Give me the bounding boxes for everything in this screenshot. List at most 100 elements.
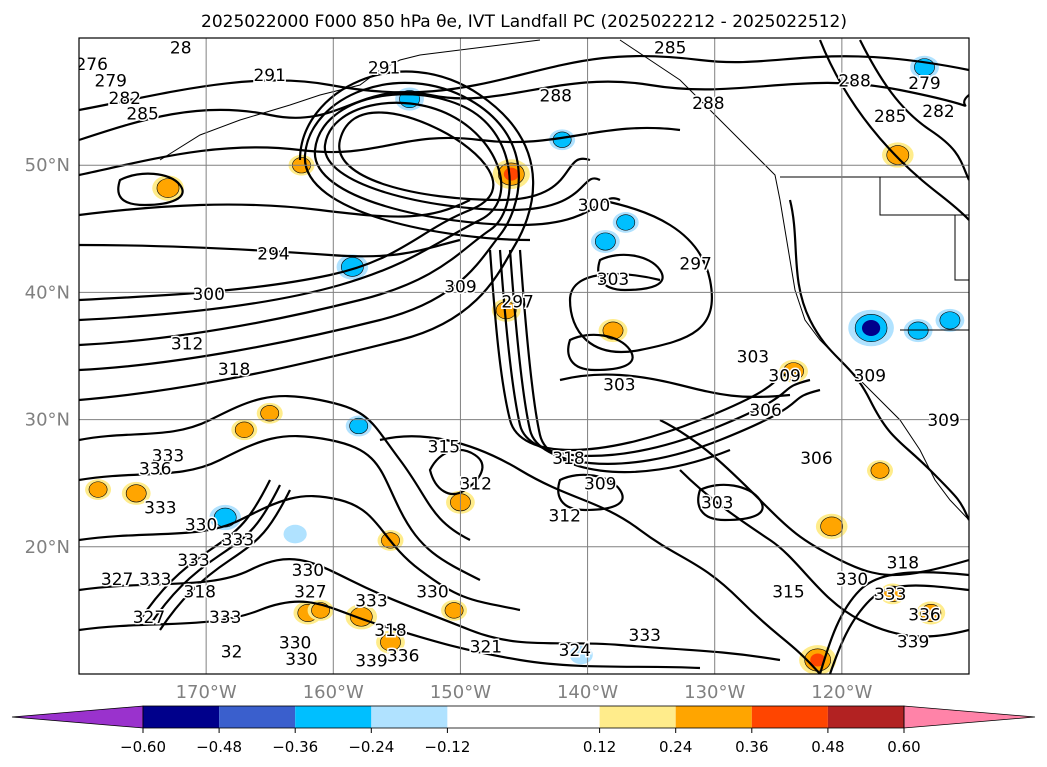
ivt-pc-shading	[125, 484, 147, 503]
ivt-pc-shading	[870, 462, 890, 479]
ivt-pc-shading	[156, 178, 180, 198]
lat-tick-label: 30°N	[25, 410, 70, 431]
contour-label: 285	[126, 104, 158, 124]
ivt-pc-shading	[920, 604, 942, 622]
contour-label: 312	[459, 475, 491, 495]
contour-line	[117, 172, 184, 207]
contour-label: 330	[416, 583, 448, 603]
colorbar-tick-label: −0.36	[272, 738, 318, 756]
contour-label: 309	[768, 366, 800, 386]
contour-label: 306	[749, 401, 781, 421]
lon-tick-label: 130°W	[684, 682, 745, 703]
contour-label: 285	[874, 107, 906, 127]
contour-line	[79, 494, 521, 612]
contour-line	[79, 126, 681, 177]
contour-label: 294	[257, 244, 289, 264]
chart-title: 2025022000 F000 850 hPa θe, IVT Landfall…	[201, 12, 847, 32]
contour-label: 306	[800, 449, 832, 469]
contour-label: 336	[387, 646, 419, 666]
colorbar-tick-label: 0.60	[887, 738, 920, 756]
contour-label: 333	[629, 626, 661, 646]
contour-label: 28	[170, 38, 192, 58]
ivt-pc-core-shading	[810, 653, 826, 667]
border	[879, 177, 969, 216]
colorbar-bin	[599, 706, 676, 728]
contour-label: 309	[854, 366, 886, 386]
lat-tick-label: 20°N	[25, 537, 70, 558]
contour-label: 285	[654, 38, 686, 58]
contour-label: 318	[887, 553, 919, 573]
colorbar-extend-min	[11, 705, 144, 729]
ivt-pc-shading	[886, 145, 910, 165]
contour-label: 276	[75, 55, 107, 75]
contour-label: 32	[221, 642, 243, 662]
contour-label: 279	[95, 71, 127, 91]
contour-label: 333	[222, 531, 254, 551]
contour-label: 309	[584, 475, 616, 495]
contour-label: 291	[253, 66, 285, 86]
contour-label: 330	[279, 634, 311, 654]
contour-label: 300	[192, 285, 224, 305]
coastline	[619, 39, 969, 521]
contour-label: 303	[603, 375, 635, 395]
contour-label: 282	[922, 102, 954, 122]
contour-label: 315	[428, 438, 460, 458]
contour-label: 327	[294, 583, 326, 603]
colorbar-bin	[827, 706, 904, 728]
contour-line	[818, 571, 969, 674]
contour-line	[79, 54, 969, 112]
contour-label: 303	[701, 494, 733, 514]
contour-line	[79, 600, 701, 670]
contour-line	[859, 39, 969, 181]
coastline	[159, 39, 541, 161]
lon-tick-label: 150°W	[430, 682, 491, 703]
contour-line	[79, 434, 481, 581]
contour-line	[518, 249, 731, 474]
ivt-pc-shading	[594, 232, 616, 251]
ivt-pc-shading	[88, 481, 108, 498]
colorbar-tick-label: 0.24	[659, 738, 692, 756]
contour-label: 315	[772, 583, 804, 603]
ivt-pc-core-shading	[861, 320, 881, 336]
contour-label: 309	[444, 277, 476, 297]
contour-label: 321	[470, 637, 502, 657]
contour-label: 279	[908, 74, 940, 94]
ivt-pc-shading	[820, 516, 844, 537]
shading-layer	[85, 55, 965, 674]
contour-label: 336	[908, 606, 940, 626]
contour-label: 327	[101, 570, 133, 590]
ivt-pc-core-shading	[503, 167, 519, 181]
contour-line	[788, 199, 969, 521]
contour-line	[508, 249, 821, 465]
contour-label: 333	[177, 551, 209, 571]
colorbar-frame	[142, 705, 905, 729]
ivt-pc-shading	[380, 633, 401, 652]
contour-label: 303	[737, 347, 769, 367]
colorbar-tick-label: −0.60	[120, 738, 166, 756]
colorbar-tick-label: 0.48	[811, 738, 844, 756]
contour-label: 330	[292, 561, 324, 581]
ivt-pc-shading	[234, 421, 254, 438]
contour-line	[559, 373, 791, 399]
colorbar-tick-label: −0.12	[424, 738, 470, 756]
contour-label: 333	[144, 499, 176, 519]
contour-label: 318	[218, 360, 250, 380]
contour-label: 333	[139, 570, 171, 590]
colorbar-bin	[219, 706, 296, 728]
contour-label: 309	[927, 411, 959, 431]
ivt-pc-shading	[602, 321, 624, 340]
ivt-pc-shading	[260, 405, 280, 422]
contour-label: 333	[209, 608, 241, 628]
lat-tick-label: 40°N	[25, 282, 70, 303]
contour-label: 336	[139, 459, 171, 479]
lon-tick-label: 120°W	[811, 682, 872, 703]
contour-label: 318	[552, 449, 584, 469]
contour-label: 318	[184, 583, 216, 603]
contour-line	[79, 101, 601, 322]
gridlines	[79, 38, 969, 674]
contour-line	[159, 489, 291, 631]
contour-label: 288	[838, 71, 870, 91]
